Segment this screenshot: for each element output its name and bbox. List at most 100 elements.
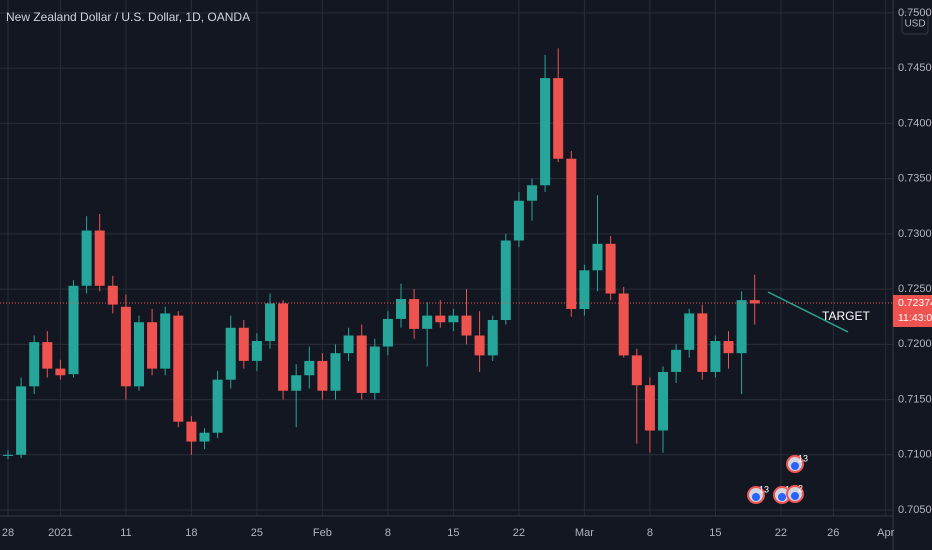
candle-body: [527, 185, 537, 201]
x-tick-label: 28: [2, 527, 14, 539]
x-tick-label: 22: [775, 527, 787, 539]
countdown-label: 11:43:01: [898, 312, 932, 324]
event-icon-inner: [791, 492, 799, 500]
candle-body: [55, 368, 66, 376]
candle-body: [173, 315, 184, 422]
candle-body: [291, 375, 302, 391]
candle-body: [160, 313, 171, 369]
event-icon-inner: [778, 493, 786, 501]
candle-body: [435, 315, 446, 323]
candle-body: [723, 341, 734, 354]
x-tick-label: Feb: [313, 527, 332, 539]
candle-body: [566, 158, 577, 309]
candle-body: [409, 299, 420, 329]
candle-body: [671, 349, 682, 372]
candle-body: [356, 335, 367, 393]
candle-body: [487, 320, 498, 356]
x-tick-label: 2021: [48, 527, 72, 539]
x-tick-label: 26: [827, 527, 839, 539]
candle-body: [225, 327, 236, 380]
candle-body: [749, 300, 760, 304]
candle-body: [618, 293, 629, 356]
y-tick-label: 0.75000: [898, 7, 932, 19]
candle-body: [396, 299, 406, 319]
candle-body: [500, 240, 511, 321]
candle-body: [68, 285, 79, 375]
candle-body: [579, 270, 590, 309]
candle-body: [461, 315, 472, 336]
candle-body: [382, 318, 393, 347]
x-tick-label: 18: [185, 527, 197, 539]
candle-body: [120, 306, 131, 387]
candle-body: [29, 342, 40, 387]
candle-body: [186, 421, 197, 442]
candle-body: [343, 335, 354, 354]
event-icon-inner: [791, 462, 799, 470]
candle-body: [3, 454, 13, 456]
candle-body: [592, 243, 603, 271]
event-count: 13: [798, 453, 808, 463]
x-tick-label: Apr: [877, 527, 894, 539]
candle-body: [684, 313, 695, 350]
x-tick-label: 25: [251, 527, 263, 539]
candle-body: [448, 315, 459, 323]
candle-body: [605, 243, 616, 294]
event-icon-inner: [752, 493, 760, 501]
candle-body: [265, 303, 275, 342]
candle-body: [644, 385, 655, 431]
candle-body: [199, 432, 210, 442]
x-tick-label: 22: [513, 527, 525, 539]
candle-body: [658, 371, 668, 431]
target-annotation: TARGET: [822, 309, 870, 323]
x-tick-label: 8: [647, 527, 653, 539]
candle-body: [540, 78, 551, 186]
target-line: [767, 291, 849, 333]
candle-body: [94, 230, 105, 286]
currency-button[interactable]: [901, 11, 929, 35]
chart-title: New Zealand Dollar / U.S. Dollar, 1D, OA…: [6, 10, 250, 24]
candle-body: [107, 285, 118, 305]
event-count: 2: [798, 483, 803, 493]
candle-body: [238, 327, 249, 361]
candle-body: [513, 200, 524, 241]
x-tick-label: 8: [385, 527, 391, 539]
candle-body: [251, 341, 262, 361]
x-tick-label: 15: [709, 527, 721, 539]
candle-body: [631, 355, 642, 386]
candle-body: [42, 342, 53, 369]
candle-body: [369, 346, 380, 393]
candle-body: [278, 303, 289, 391]
candle-body: [304, 360, 315, 376]
candle-body: [212, 379, 223, 433]
candle-body: [330, 353, 341, 391]
candle-body: [16, 386, 27, 455]
candle-body: [81, 230, 92, 286]
x-tick-label: Mar: [575, 527, 594, 539]
candle-body: [422, 315, 433, 329]
x-tick-label: 11: [120, 527, 131, 539]
event-count: 13: [759, 484, 769, 494]
candle-body: [553, 78, 564, 159]
x-tick-label: 15: [447, 527, 459, 539]
candle-body: [697, 313, 708, 372]
candle-body: [474, 335, 485, 356]
candle-body: [736, 300, 747, 354]
currency-label[interactable]: USD: [904, 19, 925, 30]
candle-body: [710, 341, 721, 372]
candle-body: [317, 360, 328, 391]
last-price-box: [893, 295, 932, 328]
candle-body: [147, 322, 158, 369]
last-price-label: 0.72374: [898, 297, 932, 309]
candle-body: [134, 322, 144, 387]
